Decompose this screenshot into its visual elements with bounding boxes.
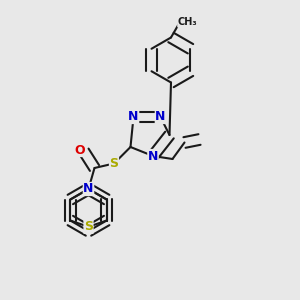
Text: CH₃: CH₃ — [178, 17, 197, 27]
Text: S: S — [110, 157, 118, 170]
Text: N: N — [128, 110, 139, 124]
Text: N: N — [148, 149, 158, 163]
Text: N: N — [83, 182, 94, 196]
Text: N: N — [155, 110, 166, 124]
Text: O: O — [74, 143, 85, 157]
Text: S: S — [84, 220, 93, 233]
